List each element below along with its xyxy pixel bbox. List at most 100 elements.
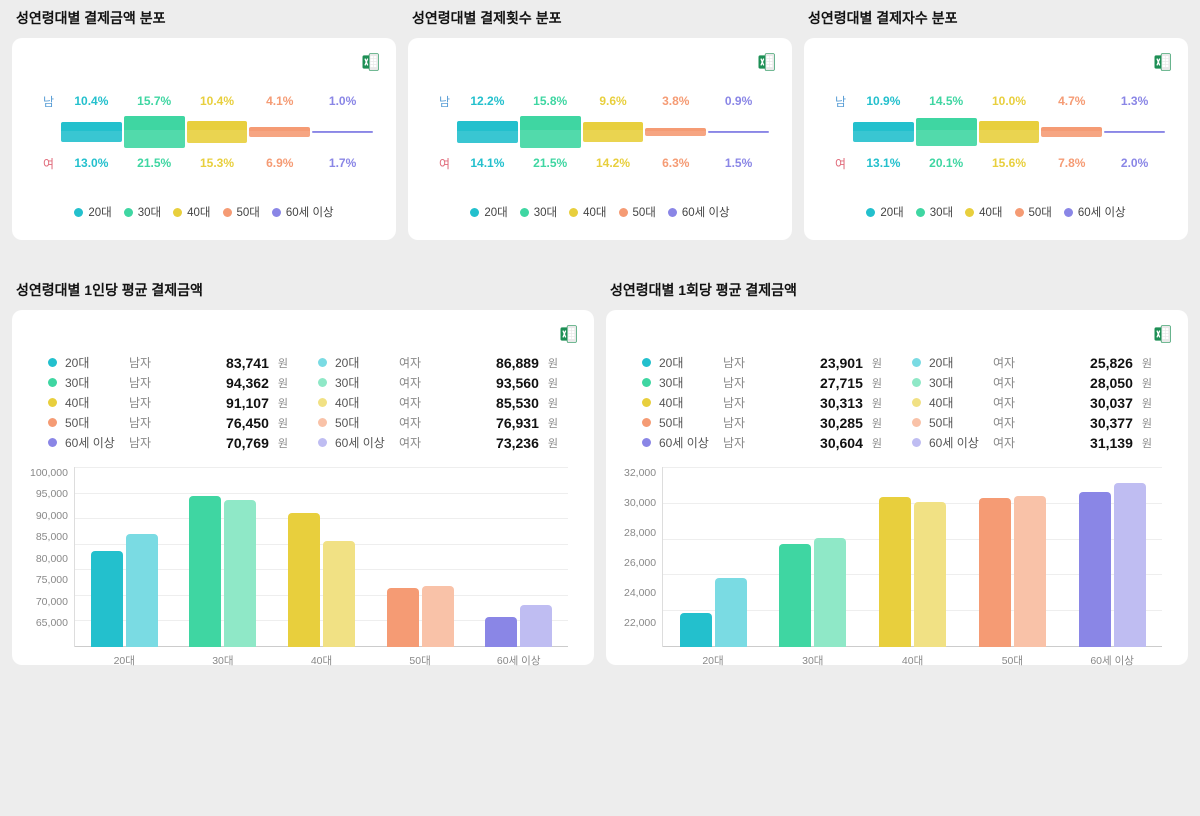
bar-group: 60세 이상 xyxy=(1062,467,1162,647)
data-legend-item: 60세 이상 여자 73,236원 xyxy=(318,434,558,451)
export-excel-button[interactable] xyxy=(556,322,580,346)
data-legend-item: 40대 남자 30,313원 xyxy=(642,394,882,411)
dist-card: 남 10.9%14.5%10.0%4.7%1.3% xyxy=(804,38,1188,240)
legend-item: 40대 xyxy=(173,204,210,220)
bar-group: 60세 이상 xyxy=(469,467,568,647)
export-excel-button[interactable] xyxy=(1150,50,1174,74)
value-legend: 20대 남자 83,741원 30대 남자 94,362원 40대 남자 91,… xyxy=(30,324,576,467)
dist-bar-slot xyxy=(60,114,123,150)
bar-section: 성연령대별 1인당 평균 결제금액 20대 남자 83,741원 30대 남자 … xyxy=(12,280,594,665)
legend-item: 50대 xyxy=(223,204,260,220)
data-legend-item: 40대 남자 91,107원 xyxy=(48,394,288,411)
legend-item: 50대 xyxy=(619,204,656,220)
data-legend-item: 50대 여자 76,931원 xyxy=(318,414,558,431)
female-percent-row: 여 13.0%21.5%15.3%6.9%1.7% xyxy=(34,150,374,176)
bar-male xyxy=(879,497,911,647)
y-axis: 100,00095,00090,00085,00080,00075,00070,… xyxy=(30,467,74,647)
legend-item: 40대 xyxy=(965,204,1002,220)
male-percent-row: 남 10.9%14.5%10.0%4.7%1.3% xyxy=(826,88,1166,114)
export-excel-button[interactable] xyxy=(754,50,778,74)
bar-group: 40대 xyxy=(272,467,371,647)
data-legend-item: 20대 남자 23,901원 xyxy=(642,354,882,371)
bar-female xyxy=(1014,496,1046,647)
bar-male xyxy=(387,588,419,647)
data-legend-item: 60세 이상 남자 70,769원 xyxy=(48,434,288,451)
dist-card: 남 12.2%15.8%9.6%3.8%0.9% xyxy=(408,38,792,240)
bar-male xyxy=(680,613,712,647)
dist-bar-slot xyxy=(1103,114,1166,150)
data-legend-item: 50대 남자 30,285원 xyxy=(642,414,882,431)
data-legend-item: 50대 여자 30,377원 xyxy=(912,414,1152,431)
value-legend: 20대 남자 23,901원 30대 남자 27,715원 40대 남자 30,… xyxy=(624,324,1170,467)
bar-female xyxy=(323,541,355,647)
bar-male xyxy=(779,544,811,647)
dist-card: 남 10.4%15.7%10.4%4.1%1.0% xyxy=(12,38,396,240)
bar-male xyxy=(1079,492,1111,647)
dist-bar-slot xyxy=(978,114,1041,150)
age-legend: 20대30대40대50대60세 이상 xyxy=(30,176,378,222)
bar-female xyxy=(520,605,552,647)
legend-item: 20대 xyxy=(866,204,903,220)
dist-bar-slot xyxy=(707,114,770,150)
dist-section: 성연령대별 결제자수 분포 남 10.9%14.5%10.0%4.7%1.3% xyxy=(804,8,1188,240)
bar-group: 30대 xyxy=(174,467,273,647)
data-legend-item: 60세 이상 남자 30,604원 xyxy=(642,434,882,451)
data-legend-item: 30대 여자 93,560원 xyxy=(318,374,558,391)
bar-female xyxy=(422,586,454,647)
data-legend-item: 20대 남자 83,741원 xyxy=(48,354,288,371)
dist-bar-slot xyxy=(519,114,582,150)
dist-bars xyxy=(430,114,770,150)
legend-item: 50대 xyxy=(1015,204,1052,220)
female-percent-row: 여 13.1%20.1%15.6%7.8%2.0% xyxy=(826,150,1166,176)
female-percent-row: 여 14.1%21.5%14.2%6.3%1.5% xyxy=(430,150,770,176)
data-legend-item: 20대 여자 86,889원 xyxy=(318,354,558,371)
data-legend-item: 40대 여자 30,037원 xyxy=(912,394,1152,411)
bar-chart: 32,00030,00028,00026,00024,00022,000 20대… xyxy=(624,467,1170,647)
legend-item: 60세 이상 xyxy=(668,204,730,220)
bar-section: 성연령대별 1회당 평균 결제금액 20대 남자 23,901원 30대 남자 … xyxy=(606,280,1188,665)
section-title: 성연령대별 결제금액 분포 xyxy=(12,8,396,38)
data-legend-item: 40대 여자 85,530원 xyxy=(318,394,558,411)
bar-card: 20대 남자 23,901원 30대 남자 27,715원 40대 남자 30,… xyxy=(606,310,1188,665)
legend-item: 20대 xyxy=(470,204,507,220)
data-legend-item: 30대 여자 28,050원 xyxy=(912,374,1152,391)
export-excel-button[interactable] xyxy=(1150,322,1174,346)
bar-male xyxy=(91,551,123,647)
y-axis: 32,00030,00028,00026,00024,00022,000 xyxy=(624,467,662,647)
export-excel-button[interactable] xyxy=(358,50,382,74)
bar-female xyxy=(914,502,946,647)
dist-bar-slot xyxy=(248,114,311,150)
bar-group: 50대 xyxy=(962,467,1062,647)
bar-female xyxy=(715,578,747,647)
dist-bar-slot xyxy=(123,114,186,150)
data-legend-item: 30대 남자 27,715원 xyxy=(642,374,882,391)
data-legend-item: 50대 남자 76,450원 xyxy=(48,414,288,431)
bar-male xyxy=(485,617,517,647)
dist-bar-slot xyxy=(915,114,978,150)
dist-bars xyxy=(826,114,1166,150)
dist-bar-slot xyxy=(311,114,374,150)
data-legend-item: 60세 이상 여자 31,139원 xyxy=(912,434,1152,451)
legend-item: 60세 이상 xyxy=(272,204,334,220)
section-title: 성연령대별 1인당 평균 결제금액 xyxy=(12,280,594,310)
bar-male xyxy=(189,496,221,647)
legend-item: 30대 xyxy=(916,204,953,220)
legend-item: 20대 xyxy=(74,204,111,220)
bar-group: 30대 xyxy=(763,467,863,647)
section-title: 성연령대별 결제자수 분포 xyxy=(804,8,1188,38)
bar-female xyxy=(814,538,846,647)
bar-female xyxy=(224,500,256,647)
dist-bar-slot xyxy=(186,114,249,150)
bar-group: 40대 xyxy=(863,467,963,647)
dist-bar-slot xyxy=(644,114,707,150)
legend-item: 40대 xyxy=(569,204,606,220)
legend-item: 60세 이상 xyxy=(1064,204,1126,220)
male-percent-row: 남 12.2%15.8%9.6%3.8%0.9% xyxy=(430,88,770,114)
age-legend: 20대30대40대50대60세 이상 xyxy=(426,176,774,222)
bar-group: 50대 xyxy=(371,467,470,647)
dist-section: 성연령대별 결제금액 분포 남 10.4%15.7%10.4%4.1%1.0% xyxy=(12,8,396,240)
male-percent-row: 남 10.4%15.7%10.4%4.1%1.0% xyxy=(34,88,374,114)
bar-group: 20대 xyxy=(663,467,763,647)
data-legend-item: 20대 여자 25,826원 xyxy=(912,354,1152,371)
dist-bar-slot xyxy=(456,114,519,150)
